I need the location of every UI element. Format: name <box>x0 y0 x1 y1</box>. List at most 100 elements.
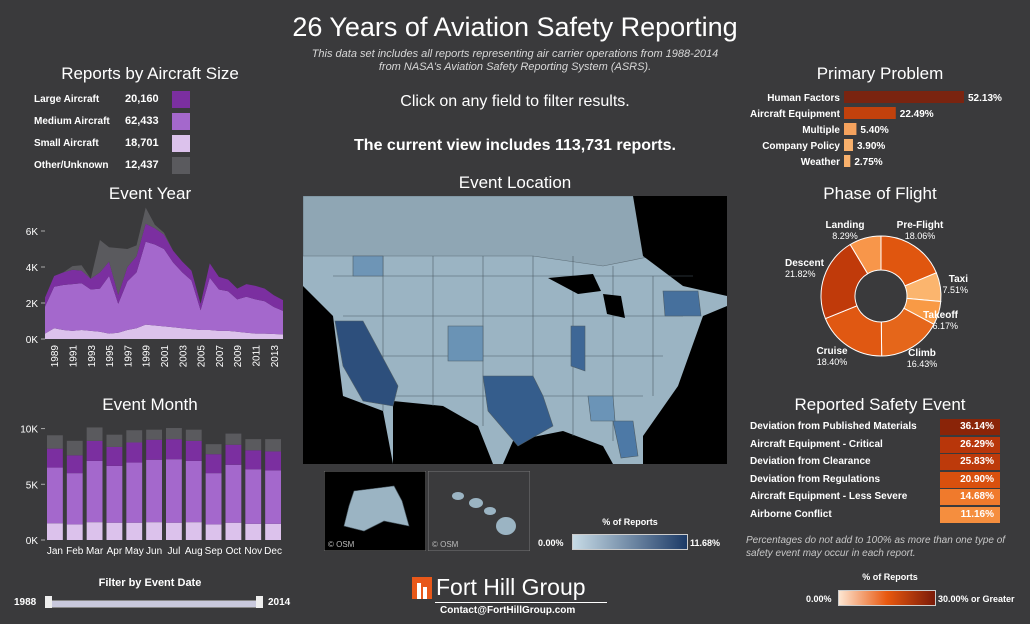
aircraft-size-row[interactable]: Medium Aircraft 62,433 <box>20 112 220 134</box>
problem-value-label: 52.13% <box>968 93 1002 104</box>
aircraft-size-row[interactable]: Small Aircraft 18,701 <box>20 134 220 156</box>
month-bar-segment[interactable] <box>205 524 222 540</box>
month-bar-segment[interactable] <box>66 455 83 474</box>
phase-value-label: 8.29% <box>832 231 858 241</box>
month-bar-segment[interactable] <box>245 439 262 451</box>
problem-label: Human Factors <box>767 93 840 104</box>
month-bar-segment[interactable] <box>166 459 182 523</box>
date-range-slider[interactable] <box>50 600 262 608</box>
safety-event-value: 25.83% <box>940 454 1000 470</box>
month-bar-segment[interactable] <box>106 446 123 466</box>
alaska-inset[interactable]: © OSM <box>324 471 426 551</box>
month-bar-segment[interactable] <box>225 464 242 523</box>
aircraft-size-value: 62,433 <box>125 115 159 127</box>
month-bar-segment[interactable] <box>225 444 242 465</box>
safety-event-row[interactable]: Deviation from Regulations 20.90% <box>746 471 1026 490</box>
year-x-tick-label: 2005 <box>197 345 208 368</box>
filter-title: Filter by Event Date <box>98 577 202 589</box>
primary-problem-chart[interactable]: Human Factors 52.13% Aircraft Equipment 22.… <box>740 88 1025 172</box>
month-bar-segment[interactable] <box>66 473 83 525</box>
month-bar-segment[interactable] <box>126 430 143 443</box>
slider-start-handle[interactable] <box>45 596 52 608</box>
month-bar-segment[interactable] <box>245 523 262 540</box>
month-bar-segment[interactable] <box>166 522 182 540</box>
month-bar-segment[interactable] <box>106 434 123 447</box>
phase-slice-descent[interactable] <box>820 243 869 320</box>
safety-event-label: Aircraft Equipment - Critical <box>750 438 883 450</box>
month-bar-segment[interactable] <box>47 467 63 524</box>
month-bar-segment[interactable] <box>205 473 222 525</box>
phase-label: Cruise <box>816 346 848 357</box>
month-bar-segment[interactable] <box>166 428 182 440</box>
month-bar-segment[interactable] <box>47 435 63 449</box>
slider-end-handle[interactable] <box>256 596 263 608</box>
safety-event-row[interactable]: Deviation from Published Materials 36.14% <box>746 419 1026 437</box>
event-year-chart[interactable]: 0K 2K 4K 6K 1989 1991 1993 1995 1997 1999 2001 2003… <box>0 205 295 385</box>
month-bar-segment[interactable] <box>86 440 103 461</box>
year-y-tick-label: 4K <box>26 263 39 274</box>
month-bar-segment[interactable] <box>106 522 123 540</box>
phase-slice-landing[interactable] <box>849 235 882 275</box>
year-area-medium-aircraft[interactable] <box>45 241 283 335</box>
month-bar-segment[interactable] <box>66 440 83 456</box>
contact-link[interactable]: Contact@FortHillGroup.com <box>440 605 576 616</box>
year-area-large-aircraft[interactable] <box>45 223 283 311</box>
month-bar-segment[interactable] <box>185 460 202 523</box>
month-bar-segment[interactable] <box>225 433 242 445</box>
month-y-tick-label: 0K <box>26 536 39 547</box>
month-bar-segment[interactable] <box>265 470 281 524</box>
month-bar-segment[interactable] <box>47 448 63 468</box>
problem-value-label: 2.75% <box>854 157 882 168</box>
safety-legend-gradient <box>838 590 936 606</box>
month-bar-segment[interactable] <box>86 460 103 523</box>
month-bar-segment[interactable] <box>225 522 242 540</box>
us-map[interactable] <box>303 196 727 464</box>
year-area-small-aircraft[interactable] <box>45 324 283 339</box>
problem-bar[interactable] <box>844 139 853 151</box>
hawaii-inset[interactable]: © OSM <box>428 471 530 551</box>
aircraft-size-label: Other/Unknown <box>34 160 109 171</box>
month-bar-segment[interactable] <box>146 459 162 523</box>
month-bar-segment[interactable] <box>185 429 202 441</box>
problem-bar[interactable] <box>844 123 857 135</box>
month-bar-segment[interactable] <box>265 523 281 540</box>
month-bar-segment[interactable] <box>166 439 182 460</box>
month-bar-segment[interactable] <box>126 462 143 523</box>
safety-event-row[interactable]: Aircraft Equipment - Less Severe 14.68% <box>746 489 1026 507</box>
safety-event-row[interactable]: Airborne Conflict 11.16% <box>746 506 1026 525</box>
event-month-chart[interactable]: Jan Feb Mar Apr May Jun Jul Aug Sep Oct Nov Dec 0K 5K… <box>0 415 295 565</box>
month-bar-segment[interactable] <box>265 451 281 471</box>
month-bar-segment[interactable] <box>245 469 262 524</box>
month-bar-segment[interactable] <box>265 439 281 452</box>
month-bar-segment[interactable] <box>245 450 262 470</box>
month-bar-segment[interactable] <box>146 439 162 460</box>
phase-of-flight-title: Phase of Flight <box>823 184 937 203</box>
month-bar-segment[interactable] <box>126 442 143 463</box>
brand-name: Fort Hill Group <box>436 574 586 600</box>
aircraft-size-swatch <box>172 157 190 174</box>
aircraft-size-row[interactable]: Other/Unknown 12,437 <box>20 156 220 178</box>
month-bar-segment[interactable] <box>185 440 202 461</box>
month-bar-segment[interactable] <box>146 429 162 440</box>
month-bar-segment[interactable] <box>205 454 222 474</box>
month-bar-segment[interactable] <box>106 465 123 523</box>
month-x-tick-label: Sep <box>205 546 223 557</box>
month-bar-segment[interactable] <box>126 522 143 540</box>
month-bar-segment[interactable] <box>86 427 103 441</box>
month-bar-segment[interactable] <box>205 444 222 455</box>
aircraft-size-label: Medium Aircraft <box>34 116 110 127</box>
safety-legend-max: 30.00% or Greater <box>938 594 1015 604</box>
month-bar-segment[interactable] <box>146 522 162 540</box>
problem-bar[interactable] <box>844 155 851 167</box>
aircraft-size-row[interactable]: Large Aircraft 20,160 <box>20 90 220 112</box>
problem-bar[interactable] <box>844 107 896 119</box>
month-bar-segment[interactable] <box>66 524 83 540</box>
problem-bar[interactable] <box>844 91 964 103</box>
month-bar-segment[interactable] <box>185 522 202 540</box>
safety-event-row[interactable]: Aircraft Equipment - Critical 26.29% <box>746 436 1026 455</box>
safety-event-row[interactable]: Deviation from Clearance 25.83% <box>746 454 1026 472</box>
month-bar-segment[interactable] <box>47 523 63 540</box>
month-bar-segment[interactable] <box>86 522 103 540</box>
year-x-tick-label: 2013 <box>270 345 281 368</box>
